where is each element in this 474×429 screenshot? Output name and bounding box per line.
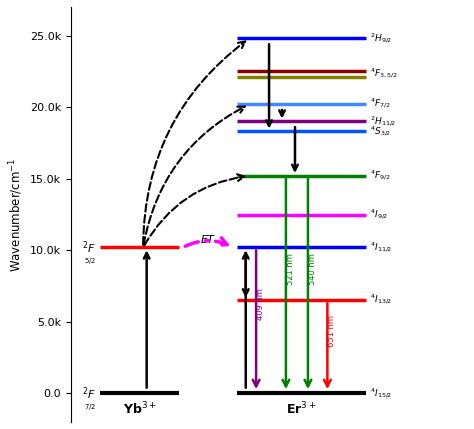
Text: $^4F_{3,5/2}$: $^4F_{3,5/2}$ — [370, 67, 398, 82]
Y-axis label: Wavenumber/cm$^{-1}$: Wavenumber/cm$^{-1}$ — [7, 157, 25, 272]
Text: $_{7/2}$: $_{7/2}$ — [84, 402, 96, 413]
FancyArrowPatch shape — [185, 238, 227, 246]
Text: $^4F_{7/2}$: $^4F_{7/2}$ — [370, 97, 391, 112]
Text: $^2F$: $^2F$ — [82, 239, 96, 256]
Text: $^4I_{9/2}$: $^4I_{9/2}$ — [370, 207, 388, 222]
Text: $^4S_{3/2}$: $^4S_{3/2}$ — [370, 124, 391, 139]
Text: ET: ET — [201, 235, 215, 245]
Text: $^4F_{9/2}$: $^4F_{9/2}$ — [370, 169, 391, 183]
Text: $_{5/2}$: $_{5/2}$ — [84, 256, 96, 267]
Text: $^4I_{15/2}$: $^4I_{15/2}$ — [370, 387, 392, 401]
Text: Er$^{3+}$: Er$^{3+}$ — [286, 401, 317, 418]
Text: 409 nm: 409 nm — [256, 289, 265, 320]
Text: $^2F$: $^2F$ — [82, 385, 96, 402]
Text: $^2H_{9/2}$: $^2H_{9/2}$ — [370, 31, 392, 45]
Text: Yb$^{3+}$: Yb$^{3+}$ — [123, 401, 156, 418]
Text: 540 nm: 540 nm — [308, 253, 317, 284]
FancyArrowPatch shape — [145, 174, 244, 245]
Text: $^4I_{13/2}$: $^4I_{13/2}$ — [370, 293, 392, 308]
FancyArrowPatch shape — [143, 42, 245, 245]
FancyArrowPatch shape — [144, 107, 245, 245]
Text: 521 nm: 521 nm — [286, 253, 295, 284]
Text: $^2H_{11/2}$: $^2H_{11/2}$ — [370, 115, 396, 129]
Text: $^4I_{11/2}$: $^4I_{11/2}$ — [370, 240, 392, 254]
Text: 651 nm: 651 nm — [327, 315, 336, 347]
